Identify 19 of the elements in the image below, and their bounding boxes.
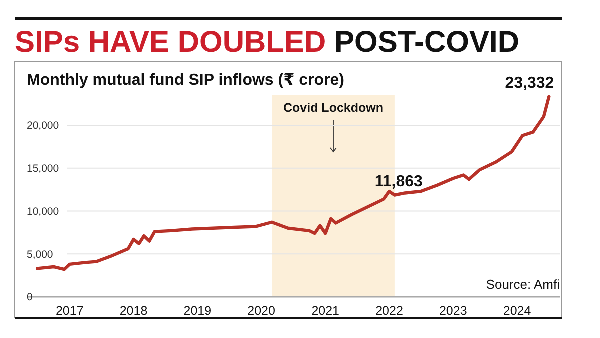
- text: Monthly mutual fund SIP inflows (₹ crore): [27, 72, 345, 89]
- x-tick-label: 2018: [120, 304, 148, 318]
- annotation: 23,332: [505, 74, 554, 92]
- y-tick-label: 0: [27, 292, 33, 304]
- chart-title: SIPs HAVE DOUBLED POST-COVID: [15, 26, 520, 59]
- band-label: Covid Lockdown: [283, 101, 384, 115]
- y-tick-label: 5,000: [27, 248, 54, 261]
- annotation: Source: Amfi: [486, 277, 560, 292]
- x-tick-label: 2021: [312, 304, 340, 318]
- y-tick-label: 20,000: [27, 120, 60, 132]
- x-tick-label: 2022: [376, 304, 404, 318]
- x-tick-label: 2019: [184, 304, 212, 318]
- x-tick-label: 2024: [503, 304, 532, 318]
- x-tick-label: 2020: [248, 304, 276, 318]
- annotation: 11,863: [374, 173, 424, 190]
- x-tick-label: 2023: [439, 304, 468, 318]
- y-tick-label: 10,000: [27, 206, 60, 218]
- x-tick-label: 2017: [56, 304, 84, 318]
- y-tick-label: 15,000: [27, 163, 60, 176]
